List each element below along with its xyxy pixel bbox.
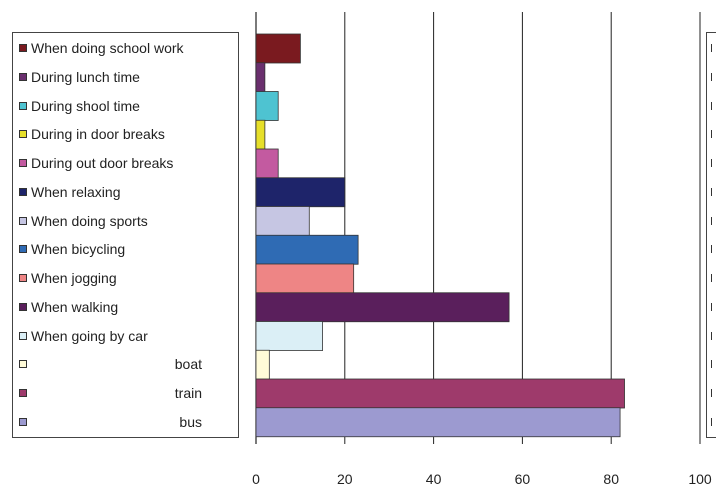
- legend-item: When doing sports: [19, 211, 234, 231]
- x-tick-label: 0: [252, 471, 260, 487]
- legend-swatch: [19, 187, 27, 196]
- bar-7: [255, 206, 310, 236]
- legend-swatch: [19, 417, 27, 426]
- legend-label: When bicycling: [31, 241, 126, 258]
- secondary-legend-marker: [711, 216, 712, 225]
- bar-9: [255, 263, 355, 294]
- legend-item: bus: [19, 412, 234, 432]
- legend-swatch: [19, 274, 27, 282]
- legend-swatch: [19, 302, 27, 311]
- legend-item: When jogging: [19, 268, 234, 288]
- secondary-legend-marker: [711, 130, 712, 139]
- legend-item: boat: [19, 354, 234, 374]
- x-tick-label: 60: [515, 471, 531, 487]
- legend-label: When doing sports: [31, 212, 148, 229]
- bar-14: [255, 407, 621, 438]
- legend-item: When doing school work: [19, 38, 234, 58]
- secondary-legend-marker: [711, 417, 712, 426]
- legend-swatch: [19, 331, 27, 340]
- secondary-legend-marker: [711, 302, 712, 311]
- secondary-legend-marker: [711, 389, 712, 397]
- x-tick-label: 100: [688, 471, 712, 487]
- bar-5: [255, 148, 279, 179]
- legend-swatch: [19, 130, 27, 139]
- bar-12: [255, 349, 270, 380]
- bar-11: [255, 321, 323, 351]
- legend-label: When going by car: [31, 327, 148, 344]
- legend-label: When jogging: [31, 270, 117, 286]
- bar-8: [255, 234, 359, 265]
- bar-10: [255, 292, 510, 323]
- legend-label: bus: [179, 413, 202, 430]
- legend-item: When walking: [19, 297, 234, 317]
- legend-swatch: [19, 72, 27, 81]
- legend-item: train: [19, 383, 234, 403]
- legend-swatch: [19, 360, 27, 369]
- secondary-legend-marker: [711, 159, 712, 167]
- x-tick-label: 40: [426, 471, 442, 487]
- legend-swatch: [19, 245, 27, 254]
- legend-label: During shool time: [31, 97, 140, 114]
- legend-item: During lunch time: [19, 67, 234, 87]
- legend-label: When doing school work: [31, 40, 184, 56]
- legend-item: When bicycling: [19, 239, 234, 259]
- secondary-legend-marker: [711, 72, 712, 81]
- legend: When doing school work During lunch time D…: [12, 32, 239, 438]
- legend-swatch: [19, 216, 27, 225]
- legend-swatch: [19, 159, 27, 167]
- legend-label: When relaxing: [31, 183, 121, 200]
- bar-2: [255, 62, 266, 93]
- secondary-legend-marker: [711, 187, 712, 196]
- secondary-legend-marker: [711, 360, 712, 369]
- legend-label: train: [174, 385, 202, 401]
- legend-item: When going by car: [19, 326, 234, 346]
- legend-item: During shool time: [19, 96, 234, 116]
- legend-label: During lunch time: [31, 68, 140, 85]
- legend-label: During out door breaks: [31, 155, 174, 171]
- secondary-legend-frame: [706, 32, 716, 438]
- secondary-legend-marker: [711, 331, 712, 340]
- bar-6: [255, 177, 346, 208]
- legend-swatch: [19, 44, 27, 52]
- secondary-legend-marker: [711, 245, 712, 254]
- secondary-legend-marker: [711, 44, 712, 52]
- legend-label: During in door breaks: [31, 126, 165, 143]
- bar-13: [255, 378, 625, 409]
- legend-item: When relaxing: [19, 182, 234, 202]
- legend-swatch: [19, 389, 27, 397]
- secondary-legend-marker: [711, 274, 712, 282]
- legend-label: boat: [174, 356, 202, 373]
- bar-3: [255, 91, 279, 121]
- bar-4: [255, 119, 266, 150]
- x-tick-label: 80: [603, 471, 619, 487]
- secondary-legend-marker: [711, 101, 712, 110]
- x-tick-label: 20: [337, 471, 353, 487]
- legend-item: During in door breaks: [19, 124, 234, 144]
- bar-1: [255, 33, 301, 64]
- legend-item: During out door breaks: [19, 153, 234, 173]
- legend-label: When walking: [31, 298, 119, 315]
- legend-swatch: [19, 101, 27, 110]
